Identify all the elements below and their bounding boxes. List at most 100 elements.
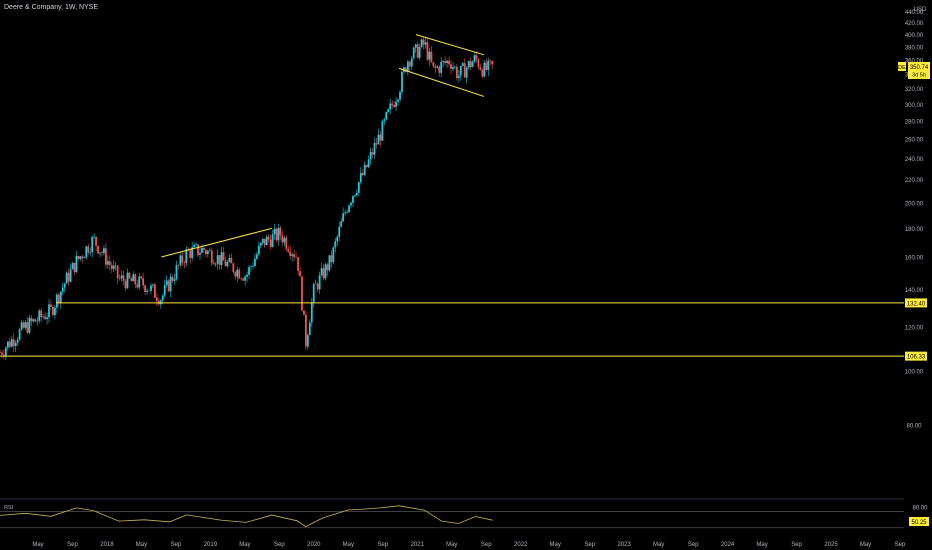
- candle: [10, 339, 13, 347]
- candle: [163, 285, 166, 296]
- candle: [3, 354, 5, 356]
- candle: [350, 202, 352, 206]
- candle: [103, 248, 105, 254]
- y-tick-label: 300.00: [905, 103, 924, 109]
- y-tick-label: 120.00: [905, 325, 924, 331]
- candle: [71, 262, 74, 270]
- candle: [81, 256, 84, 259]
- candle: [189, 250, 192, 259]
- candle: [332, 247, 335, 263]
- rsi-value: 50.25: [911, 520, 927, 526]
- candle: [238, 269, 241, 279]
- candle: [491, 60, 494, 65]
- y-tick-label: 400.00: [905, 33, 924, 39]
- candle: [452, 67, 454, 69]
- candle: [185, 249, 188, 264]
- candle: [134, 274, 137, 285]
- candle: [104, 248, 107, 265]
- trendline[interactable]: [415, 34, 485, 56]
- candle: [179, 255, 182, 266]
- x-tick-label: May: [550, 542, 561, 548]
- candle: [336, 236, 339, 242]
- candle: [275, 228, 278, 241]
- trendline[interactable]: [161, 227, 272, 258]
- candle: [6, 341, 9, 348]
- candle: [440, 61, 443, 73]
- candle: [446, 60, 448, 63]
- candle: [379, 134, 382, 141]
- candle: [183, 262, 186, 264]
- candle: [465, 67, 468, 78]
- candle: [122, 275, 125, 282]
- candle: [489, 60, 492, 62]
- candle: [395, 101, 397, 107]
- x-tick-label: 2022: [514, 542, 528, 548]
- x-tick-label: May: [32, 542, 43, 548]
- rsi-value-box: [909, 517, 929, 526]
- candle: [383, 119, 386, 122]
- candle: [342, 213, 345, 222]
- candle: [216, 255, 219, 264]
- candle: [114, 265, 117, 267]
- candle: [140, 276, 143, 279]
- candle: [265, 236, 268, 246]
- candle: [116, 265, 119, 279]
- candle: [195, 244, 197, 246]
- candle: [244, 276, 247, 281]
- y-tick-label: 360.00: [905, 59, 924, 65]
- x-tick-label: May: [136, 542, 147, 548]
- candle: [52, 306, 54, 316]
- trendline[interactable]: [398, 67, 485, 97]
- candle: [467, 61, 470, 68]
- candle: [448, 60, 450, 65]
- symbol-label: DE: [898, 65, 906, 71]
- candle: [132, 274, 135, 282]
- candle: [101, 252, 103, 254]
- x-tick-label: Sep: [791, 542, 802, 548]
- x-tick-label: Sep: [274, 542, 285, 548]
- candle: [312, 284, 315, 303]
- candle: [32, 319, 35, 322]
- candle: [334, 241, 337, 248]
- candle: [34, 319, 37, 322]
- candle: [432, 62, 435, 66]
- candle: [201, 247, 203, 253]
- candle: [363, 164, 366, 176]
- candle: [177, 265, 180, 266]
- candle: [371, 152, 374, 155]
- y-tick-label: 440.00: [905, 10, 924, 16]
- candle: [38, 310, 41, 321]
- y-tick-label: 220.00: [905, 178, 924, 184]
- candle: [85, 246, 88, 258]
- candle: [326, 264, 329, 271]
- candle: [416, 44, 419, 58]
- candle: [344, 212, 347, 214]
- candle: [120, 275, 123, 279]
- rsi-line: [0, 505, 493, 528]
- candle: [161, 295, 164, 301]
- candle: [267, 236, 270, 240]
- candle: [426, 42, 429, 60]
- candle: [277, 227, 280, 241]
- candle: [20, 322, 23, 330]
- candle: [124, 281, 127, 289]
- candle: [430, 51, 433, 63]
- candle: [50, 304, 52, 307]
- candle: [422, 39, 425, 45]
- candle: [155, 297, 158, 301]
- candle: [477, 59, 480, 68]
- candle: [226, 261, 229, 267]
- candle: [406, 61, 409, 72]
- candle: [330, 255, 333, 263]
- candle: [54, 307, 56, 316]
- candle: [320, 268, 323, 276]
- candle: [295, 257, 297, 258]
- candle: [418, 47, 421, 58]
- candle: [242, 278, 245, 281]
- candle: [399, 91, 401, 100]
- candle: [154, 284, 156, 298]
- candle: [246, 274, 248, 277]
- candle: [479, 67, 482, 70]
- candle: [142, 278, 145, 286]
